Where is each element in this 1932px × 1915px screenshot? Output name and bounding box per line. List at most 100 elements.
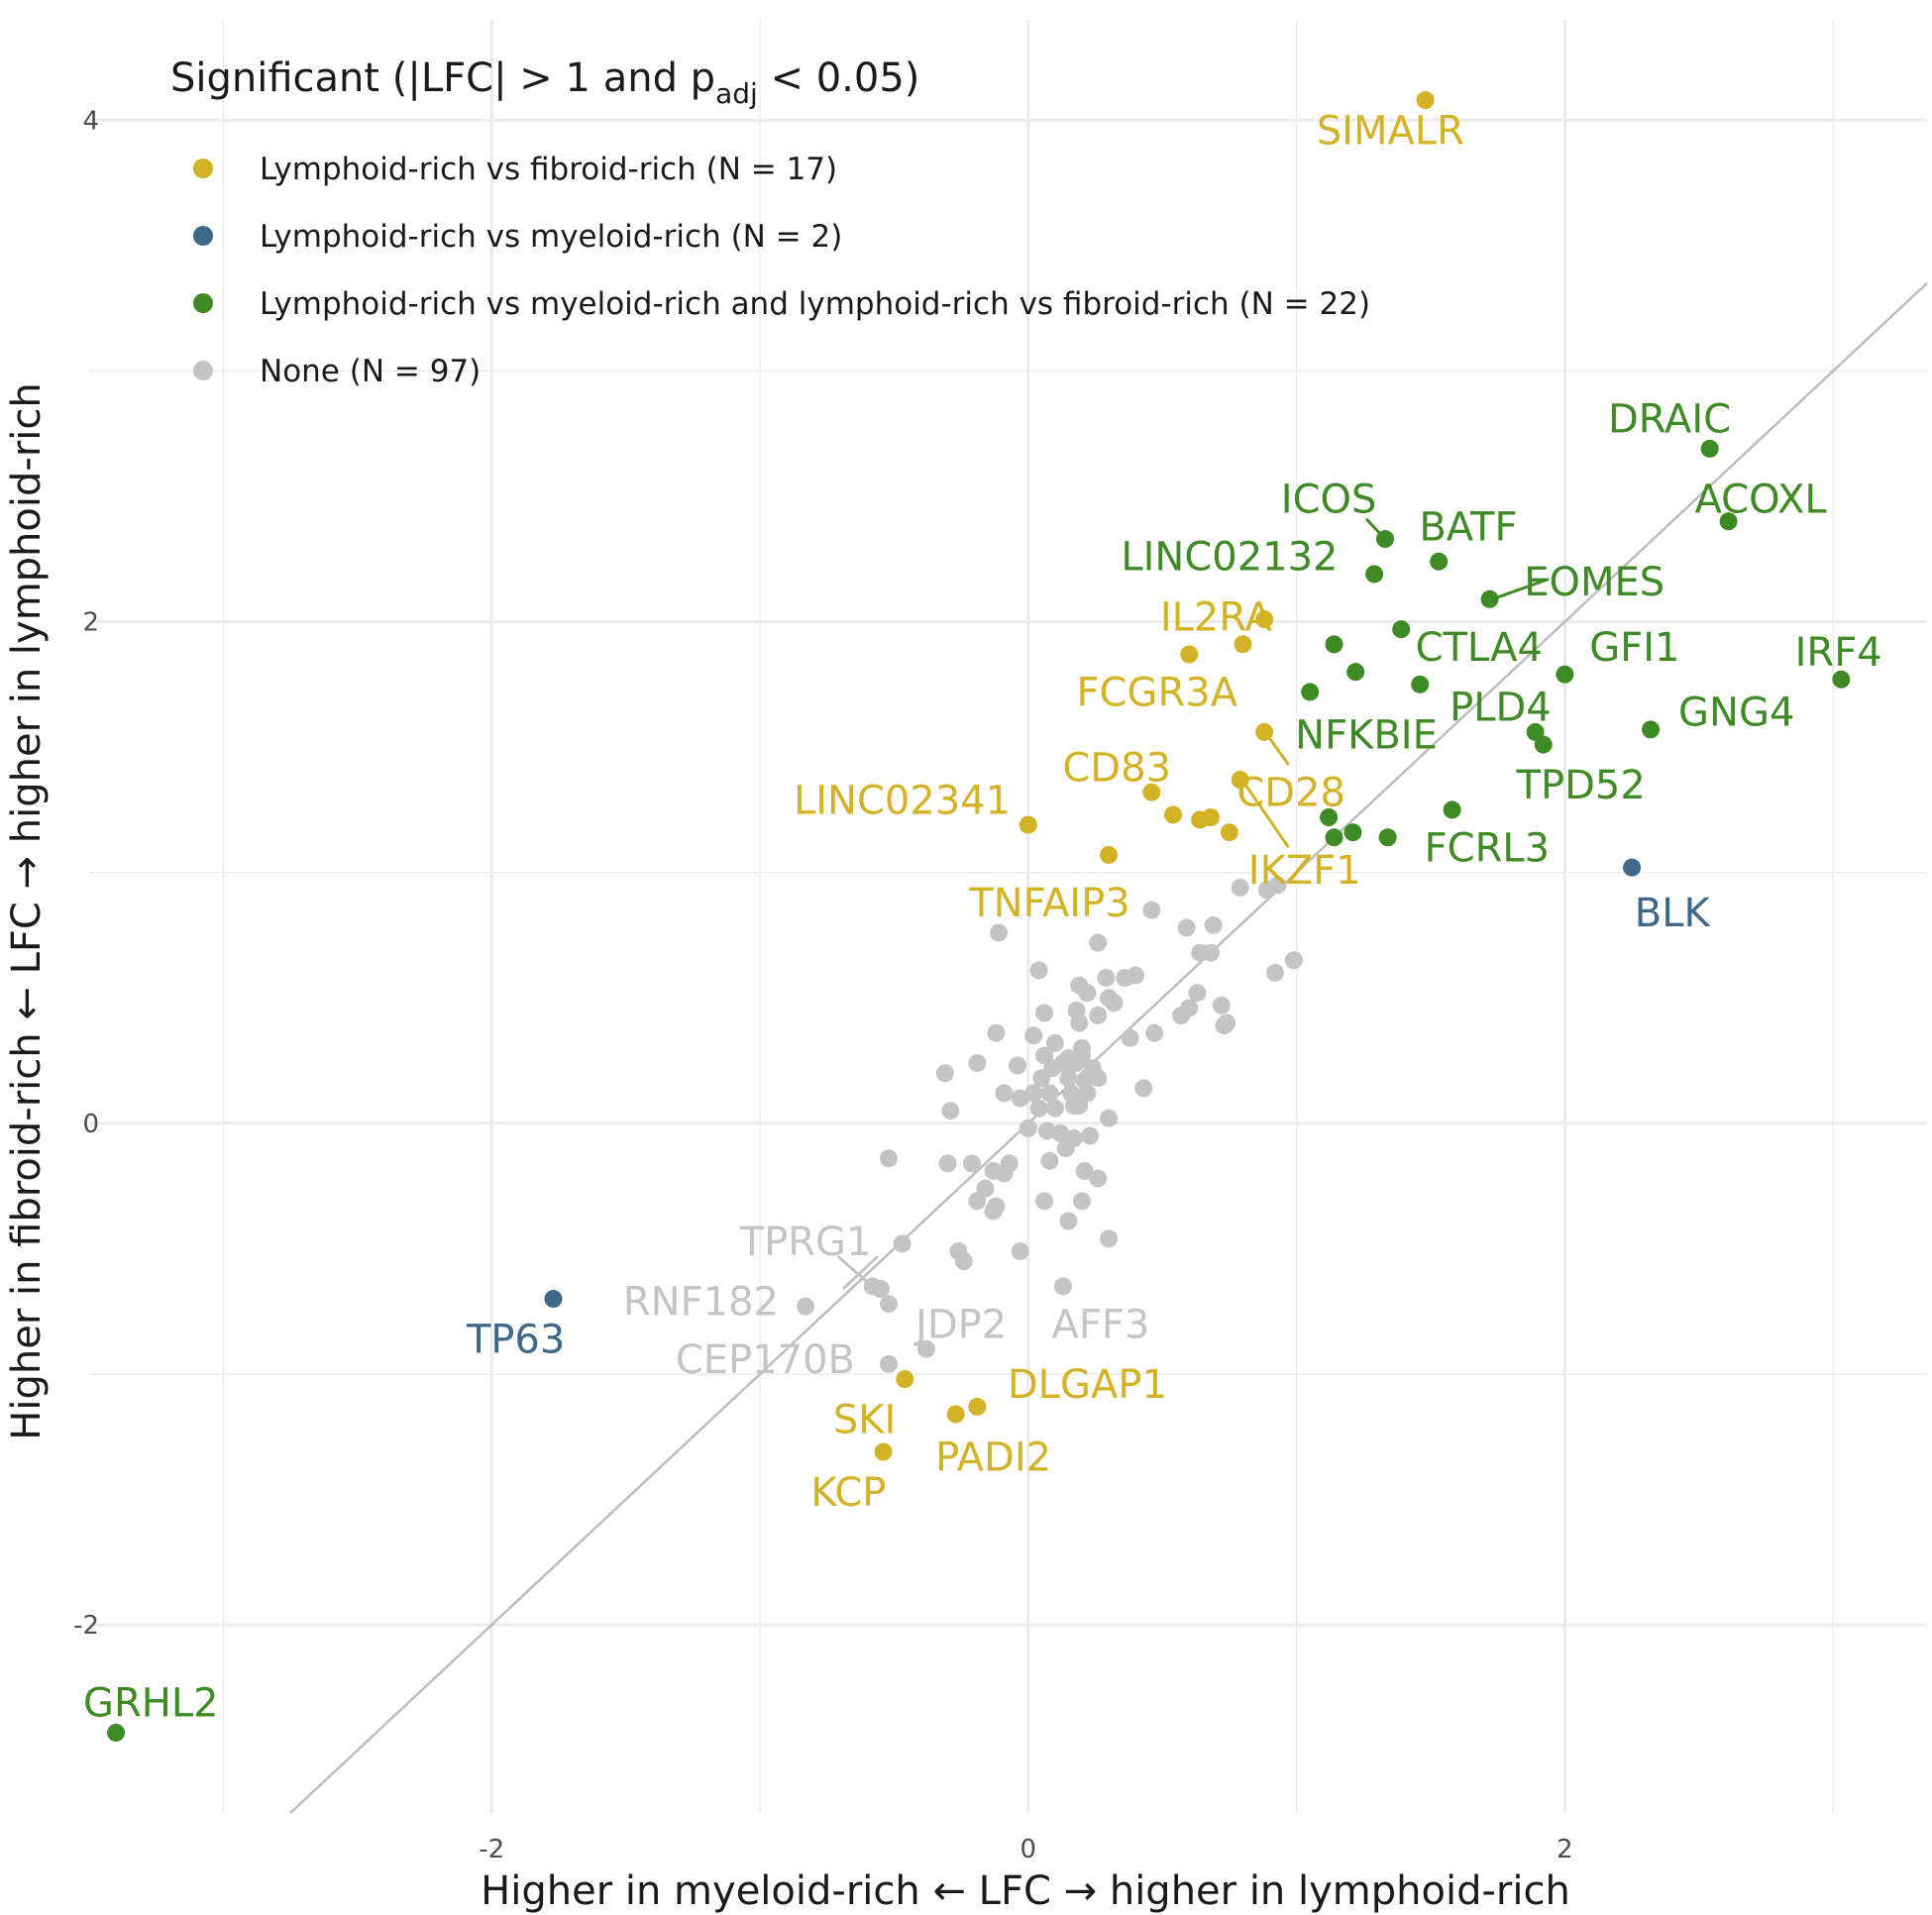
gene-label: TPD52 <box>1516 763 1646 808</box>
data-point-none <box>995 1084 1014 1103</box>
gene-label: GFI1 <box>1589 625 1679 671</box>
gene-label: IRF4 <box>1795 630 1882 676</box>
data-point-both <box>1642 720 1661 739</box>
data-point-both <box>1320 808 1339 827</box>
data-point-fibroid <box>1180 645 1199 664</box>
data-point-both <box>1443 800 1461 819</box>
data-point-none <box>1100 1109 1119 1127</box>
data-point-none <box>1070 1097 1089 1116</box>
x-tick-labels: -2 0 2 <box>479 1835 1572 1864</box>
y-axis-title: Higher in fibroid-rich ← LFC → higher in… <box>4 382 50 1439</box>
data-point-none <box>1215 1016 1234 1035</box>
data-point-fibroid <box>896 1370 914 1389</box>
data-point-none <box>1172 1006 1191 1024</box>
data-point-both <box>1411 675 1430 693</box>
gene-label: GNG4 <box>1678 691 1794 736</box>
gene-label: PADI2 <box>935 1436 1051 1481</box>
data-point-none <box>1045 1099 1064 1117</box>
data-point-fibroid <box>1142 783 1161 801</box>
data-point-none <box>935 1064 954 1083</box>
gene-label: NFKBIE <box>1295 712 1438 758</box>
data-point-none <box>968 1192 987 1211</box>
data-point-fibroid <box>946 1405 965 1424</box>
data-point-none <box>938 1154 957 1173</box>
gene-label: BLK <box>1635 891 1712 936</box>
data-point-none <box>1121 1028 1139 1047</box>
data-point-none <box>1188 984 1207 1003</box>
label-connector <box>1491 578 1550 601</box>
data-point-fibroid <box>1255 610 1274 629</box>
data-point-none <box>1075 1161 1094 1180</box>
y-tick-label: -2 <box>73 1611 99 1641</box>
legend-title-main: Significant (|LFC| > 1 and p <box>170 55 715 101</box>
data-point-none <box>1081 1126 1100 1145</box>
legend-label-fibroid: Lymphoid-rich vs fibroid-rich (N = 17) <box>260 152 837 187</box>
legend-key-none <box>193 361 213 380</box>
data-point-none <box>1054 1277 1073 1296</box>
x-axis-title: Higher in myeloid-rich ← LFC → higher in… <box>481 1868 1570 1914</box>
data-point-both <box>1534 735 1553 754</box>
data-point-none <box>1089 933 1108 952</box>
gene-label: EOMES <box>1524 560 1664 605</box>
data-point-both <box>1343 823 1362 842</box>
grid-lines <box>89 20 1927 1813</box>
data-points <box>107 91 1851 1742</box>
data-point-both <box>1430 552 1449 571</box>
data-point-myeloid <box>1623 858 1642 877</box>
x-tick-label: 2 <box>1556 1835 1573 1864</box>
data-point-none <box>1045 1033 1064 1052</box>
gene-label: SIMALR <box>1317 108 1464 154</box>
data-point-myeloid <box>544 1290 563 1309</box>
gene-label: FCGR3A <box>1077 670 1238 715</box>
diagonal-reference-line <box>289 281 1928 1814</box>
data-point-none <box>1059 1069 1078 1088</box>
data-point-none <box>879 1295 898 1314</box>
legend-entries: Lymphoid-rich vs fibroid-rich (N = 17) Ly… <box>193 152 1370 389</box>
gene-label: CD83 <box>1062 745 1171 791</box>
data-point-none <box>1024 1026 1043 1045</box>
data-point-none <box>863 1277 882 1296</box>
data-point-none <box>1142 901 1161 919</box>
data-point-none <box>1008 1056 1026 1075</box>
gene-label: JDP2 <box>912 1302 1007 1347</box>
point-labels: SIMALR DRAIC ICOS ACOXL BATF LINC02132 EOMES IL… <box>83 108 1882 1726</box>
data-point-none <box>990 923 1009 942</box>
data-point-none <box>1097 969 1116 988</box>
data-point-none <box>1037 1121 1056 1140</box>
data-point-fibroid <box>1255 722 1274 741</box>
data-point-none <box>1072 1046 1091 1065</box>
data-point-none <box>1212 996 1231 1014</box>
y-tick-labels: -2 0 2 4 <box>73 106 99 1641</box>
label-connector <box>841 1254 880 1291</box>
legend-title: Significant (|LFC| > 1 and padj < 0.05) <box>170 55 919 110</box>
data-point-none <box>1089 1006 1108 1024</box>
data-point-fibroid <box>1416 91 1435 110</box>
data-point-fibroid <box>1201 808 1220 827</box>
legend-label-none: None (N = 97) <box>260 354 481 389</box>
data-point-both <box>1346 663 1365 682</box>
data-point-none <box>1145 1023 1164 1042</box>
data-point-both <box>1375 530 1394 549</box>
data-point-both <box>1392 620 1411 639</box>
y-tick-label: 2 <box>82 608 99 638</box>
data-point-none <box>893 1234 912 1253</box>
gene-label: GRHL2 <box>83 1681 219 1727</box>
data-point-none <box>1134 1079 1153 1098</box>
data-point-none <box>1284 951 1303 970</box>
data-point-none <box>1024 1084 1043 1103</box>
data-point-both <box>107 1723 126 1742</box>
data-point-both <box>1325 635 1343 654</box>
data-point-none <box>1268 876 1287 895</box>
data-point-both <box>1700 439 1719 458</box>
data-point-none <box>1231 878 1249 897</box>
label-connector <box>1265 733 1290 766</box>
data-point-none <box>1029 1099 1048 1117</box>
gene-label: KCP <box>810 1470 886 1516</box>
data-point-none <box>1040 1151 1059 1170</box>
data-point-both <box>1365 565 1384 584</box>
data-point-none <box>987 1023 1006 1042</box>
gene-label: CD28 <box>1236 771 1345 816</box>
data-point-none <box>1040 1084 1059 1103</box>
gene-label: AFF3 <box>1052 1302 1150 1347</box>
data-point-none <box>1177 918 1196 937</box>
